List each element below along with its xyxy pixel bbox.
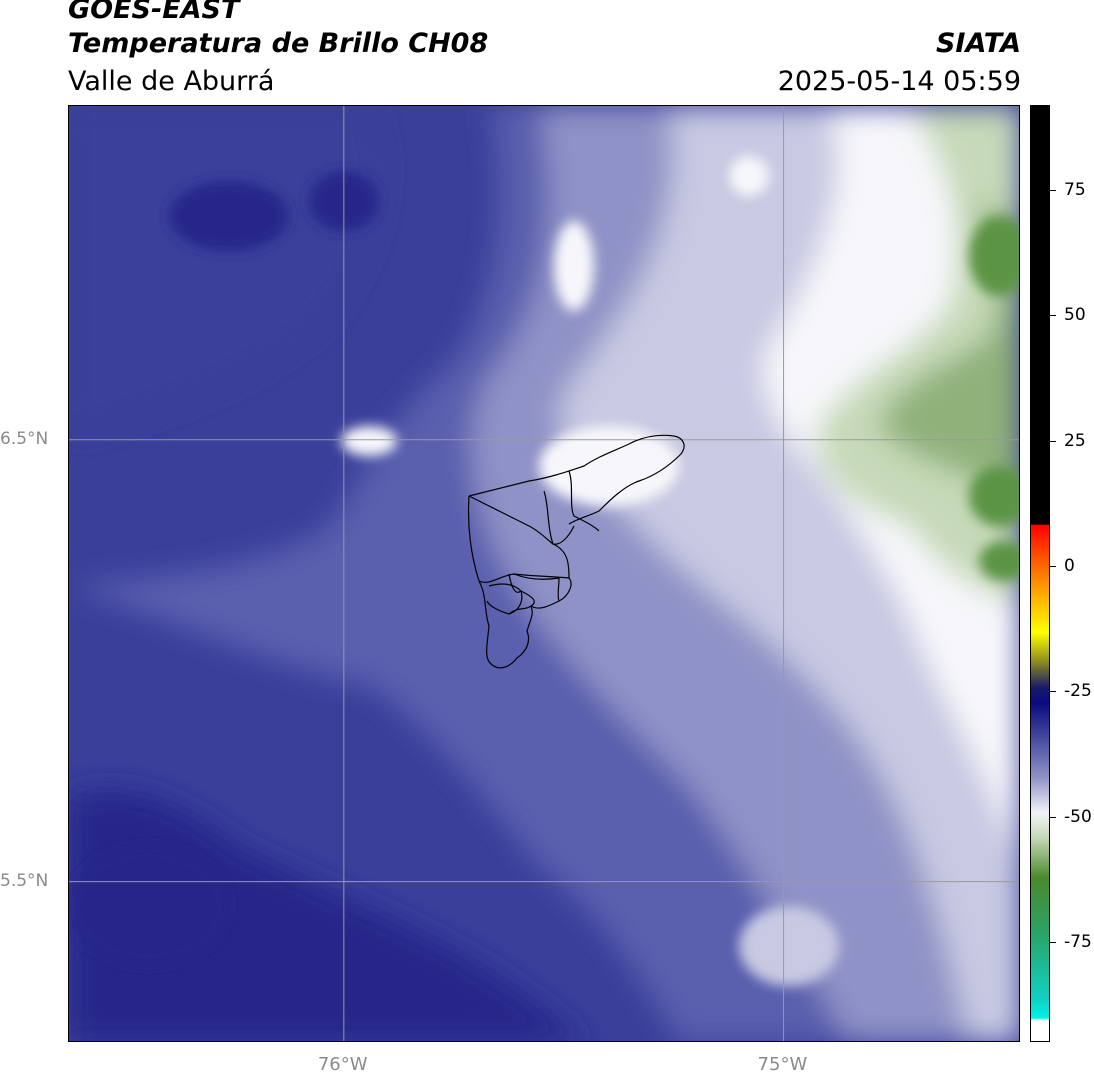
latitude-label: 6.5°N xyxy=(0,428,49,449)
colorbar-tick xyxy=(1050,190,1056,192)
colorbar-tick xyxy=(1050,816,1056,818)
colorbar-tick-label: -75 xyxy=(1064,931,1092,952)
colorbar-tick xyxy=(1050,440,1056,442)
contour-green xyxy=(879,206,1019,556)
municipality-boundary xyxy=(508,573,535,615)
colorbar-gradient xyxy=(1031,106,1049,1041)
cold-cloud-patch xyxy=(729,156,769,196)
colorbar-tick xyxy=(1050,565,1056,567)
map-subtitle: Temperatura de Brillo CH08 xyxy=(68,28,489,59)
warm-patch xyxy=(969,216,1019,296)
organization-label: SIATA xyxy=(935,28,1021,59)
warm-patch xyxy=(979,541,1019,581)
contour-deep xyxy=(69,789,587,1041)
cold-cloud-patch xyxy=(539,426,679,506)
colorbar xyxy=(1030,105,1050,1042)
colorbar-tick-label: -25 xyxy=(1064,681,1092,702)
temperature-contours xyxy=(69,106,1019,1041)
colorbar-tick-label: 75 xyxy=(1064,180,1086,201)
colorbar-tick-label: 0 xyxy=(1064,555,1075,576)
municipality-boundary xyxy=(552,543,572,602)
municipality-boundary xyxy=(486,583,523,615)
latitude-label: 5.5°N xyxy=(0,870,49,891)
region-label: Valle de Aburrá xyxy=(68,66,275,97)
contour-green-light xyxy=(817,106,1019,606)
brightness-temperature-field xyxy=(69,106,1019,1041)
municipality-boundary-south xyxy=(478,580,533,669)
temperature-patches xyxy=(69,156,1019,986)
colorbar-tick-label: 50 xyxy=(1064,305,1086,326)
municipality-boundary xyxy=(468,495,575,545)
warm-patch xyxy=(169,181,289,251)
longitude-label: 75°W xyxy=(757,1054,808,1075)
municipality-boundary xyxy=(513,573,560,609)
warm-patch xyxy=(69,846,229,966)
timestamp-label: 2025-05-14 05:59 xyxy=(777,66,1021,97)
municipality-boundary xyxy=(568,470,600,532)
municipality-boundary-north xyxy=(468,434,685,525)
colorbar-tick xyxy=(1050,941,1056,943)
colorbar-tick xyxy=(1050,691,1056,693)
cold-cloud-patch xyxy=(341,426,397,456)
warm-patch xyxy=(969,466,1019,526)
valle-de-aburra-boundaries xyxy=(467,434,685,669)
colorbar-tick-label: 25 xyxy=(1064,430,1086,451)
satellite-map[interactable] xyxy=(68,105,1020,1042)
longitude-label: 76°W xyxy=(317,1054,368,1075)
municipality-boundary xyxy=(543,490,554,545)
municipality-boundary xyxy=(467,495,570,583)
colorbar-tick-label: -50 xyxy=(1064,806,1092,827)
map-title: GOES-EAST xyxy=(68,0,240,25)
contour-dark xyxy=(69,106,381,436)
colorbar-tick xyxy=(1050,315,1056,317)
cold-cloud-patch xyxy=(739,906,839,986)
cold-cloud-patch xyxy=(554,221,594,311)
map-gridlines xyxy=(69,106,1019,1041)
